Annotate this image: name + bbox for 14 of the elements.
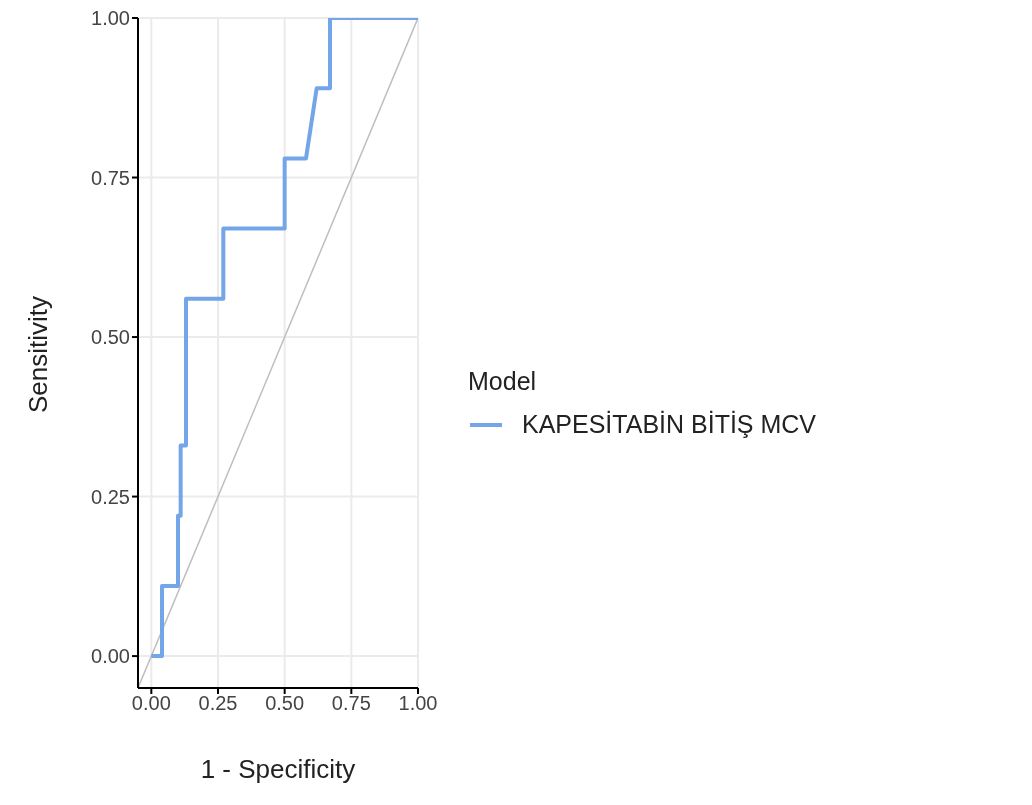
x-tick-label: 1.00 — [398, 692, 438, 715]
legend-label: KAPESİTABİN BİTİŞ MCV — [522, 410, 817, 439]
y-tick-label: 0.25 — [91, 485, 130, 508]
y-tick-label: 0.50 — [91, 326, 130, 349]
x-tick-label: 0.50 — [265, 692, 305, 715]
y-axis-title: Sensitivity — [23, 295, 54, 413]
legend-title: Model — [468, 367, 538, 396]
x-tick-label: 0.75 — [331, 692, 371, 715]
x-axis-title: 1 - Specificity — [200, 754, 356, 784]
x-tick-label: 0.00 — [131, 692, 171, 715]
y-tick-label: 0.00 — [91, 645, 130, 668]
y-tick-label: 0.75 — [91, 166, 130, 189]
y-tick-label: 1.00 — [91, 7, 130, 30]
x-tick-label: 0.25 — [198, 692, 238, 715]
